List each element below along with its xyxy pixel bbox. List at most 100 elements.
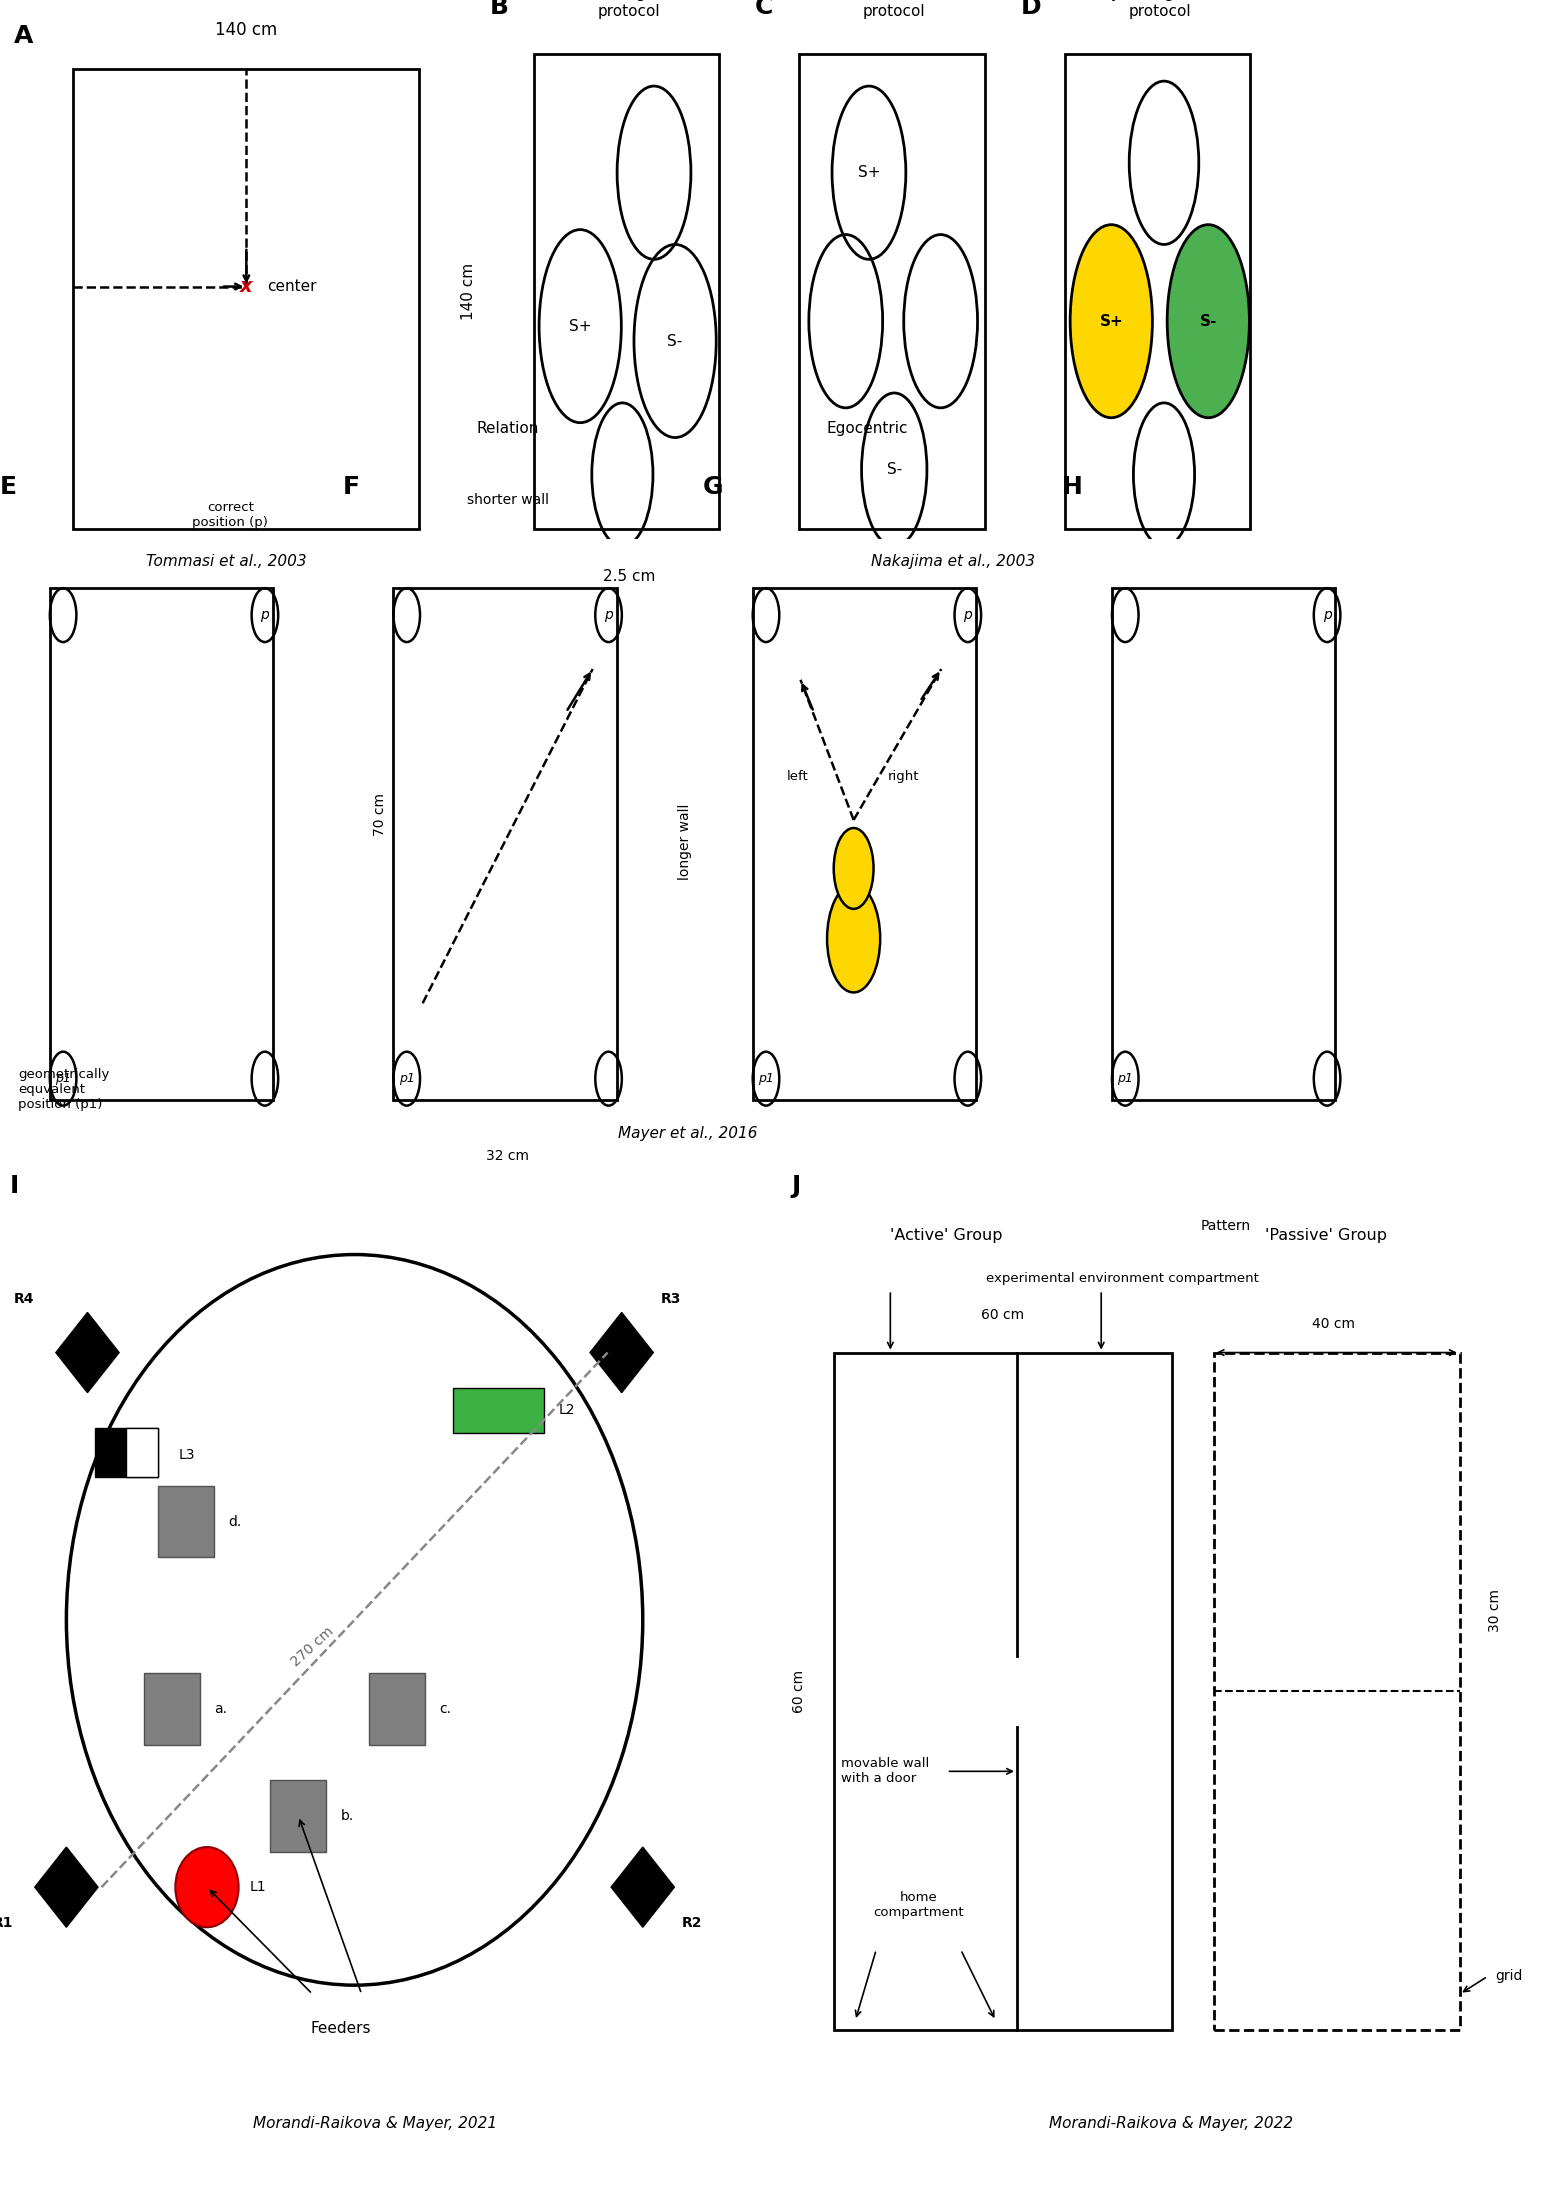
Text: S-: S- bbox=[1200, 315, 1217, 328]
Bar bbox=[534, 55, 720, 528]
Text: 140 cm: 140 cm bbox=[216, 22, 278, 40]
Bar bbox=[834, 1353, 1172, 2031]
Text: 70 cm: 70 cm bbox=[373, 792, 387, 836]
Text: geometrically
equvalent
position (p1): geometrically equvalent position (p1) bbox=[19, 1067, 109, 1111]
Text: 60 cm: 60 cm bbox=[981, 1309, 1025, 1322]
Text: p1: p1 bbox=[398, 1071, 414, 1085]
Bar bbox=[1203, 1126, 1240, 1166]
Text: Feeders: Feeders bbox=[311, 2022, 370, 2035]
Text: x: x bbox=[241, 277, 253, 297]
Polygon shape bbox=[56, 1313, 119, 1393]
Text: 60 cm: 60 cm bbox=[792, 1670, 806, 1714]
Bar bbox=[1164, 1126, 1203, 1166]
Text: I: I bbox=[9, 1175, 19, 1199]
Text: Pattern: Pattern bbox=[1201, 1219, 1251, 1232]
Bar bbox=[94, 1428, 158, 1478]
Circle shape bbox=[834, 827, 873, 909]
Text: Relation: Relation bbox=[476, 420, 539, 436]
Text: R1: R1 bbox=[0, 1916, 14, 1929]
Text: D: D bbox=[1020, 0, 1042, 18]
Text: Egocentric: Egocentric bbox=[826, 420, 908, 436]
Text: B: B bbox=[489, 0, 509, 18]
Text: p: p bbox=[964, 607, 972, 623]
Text: G: G bbox=[703, 475, 723, 499]
Bar bbox=[270, 1780, 326, 1852]
Text: b.: b. bbox=[341, 1808, 353, 1824]
Text: J: J bbox=[792, 1175, 801, 1199]
Text: 'Active' Group: 'Active' Group bbox=[890, 1228, 1003, 1243]
Bar bbox=[800, 55, 986, 528]
Text: 140 cm: 140 cm bbox=[461, 264, 476, 319]
Bar bbox=[73, 68, 419, 528]
Text: C: C bbox=[754, 0, 773, 18]
Text: L2: L2 bbox=[559, 1404, 575, 1417]
Text: home
compartment: home compartment bbox=[873, 1892, 964, 1918]
Text: Morandi-Raikova & Mayer, 2022: Morandi-Raikova & Mayer, 2022 bbox=[1050, 2116, 1293, 2132]
Text: p1: p1 bbox=[1117, 1071, 1132, 1085]
Text: p1: p1 bbox=[55, 1071, 70, 1085]
Circle shape bbox=[175, 1848, 239, 1927]
Text: p: p bbox=[1323, 607, 1331, 623]
Bar bbox=[394, 587, 617, 1100]
Bar bbox=[1214, 1353, 1459, 2031]
Text: left-right
protocol: left-right protocol bbox=[595, 0, 662, 20]
Text: R2: R2 bbox=[681, 1916, 703, 1929]
Text: p1: p1 bbox=[758, 1071, 773, 1085]
Text: p: p bbox=[261, 607, 269, 623]
Text: 32 cm: 32 cm bbox=[486, 1148, 530, 1164]
Text: L1: L1 bbox=[250, 1881, 266, 1894]
Text: R3: R3 bbox=[661, 1291, 681, 1307]
Text: S+: S+ bbox=[858, 165, 881, 180]
Bar bbox=[144, 1674, 200, 1745]
Polygon shape bbox=[34, 1848, 98, 1927]
Text: c.: c. bbox=[439, 1703, 451, 1716]
Text: Nakajima et al., 2003: Nakajima et al., 2003 bbox=[870, 554, 1036, 570]
Text: grid: grid bbox=[1495, 1969, 1523, 1982]
Text: A: A bbox=[14, 24, 34, 48]
Bar bbox=[1279, 1126, 1318, 1166]
Circle shape bbox=[1070, 224, 1153, 418]
Text: 2.5 cm: 2.5 cm bbox=[603, 570, 654, 583]
Bar bbox=[1112, 587, 1336, 1100]
Bar bbox=[369, 1674, 425, 1745]
Text: 40 cm: 40 cm bbox=[1312, 1318, 1354, 1331]
Text: d.: d. bbox=[228, 1516, 241, 1529]
Text: S-: S- bbox=[887, 462, 901, 477]
Bar bbox=[1240, 1126, 1279, 1166]
Text: shorter wall: shorter wall bbox=[467, 493, 548, 508]
Bar bbox=[453, 1388, 545, 1432]
Polygon shape bbox=[611, 1848, 675, 1927]
Text: yellow-green
protocol: yellow-green protocol bbox=[1111, 0, 1209, 20]
Text: p: p bbox=[604, 607, 612, 623]
Circle shape bbox=[1167, 224, 1250, 418]
Bar bbox=[50, 587, 273, 1100]
Text: Morandi-Raikova & Mayer, 2021: Morandi-Raikova & Mayer, 2021 bbox=[253, 2116, 497, 2132]
Text: experimental environment compartment: experimental environment compartment bbox=[986, 1272, 1259, 1285]
Text: F: F bbox=[344, 475, 359, 499]
Text: movable wall
with a door: movable wall with a door bbox=[840, 1758, 929, 1786]
Polygon shape bbox=[590, 1313, 653, 1393]
Circle shape bbox=[828, 884, 881, 992]
Text: above-below
protocol: above-below protocol bbox=[845, 0, 943, 20]
Text: H: H bbox=[1062, 475, 1082, 499]
Text: longer wall: longer wall bbox=[678, 803, 692, 880]
Text: Mayer et al., 2016: Mayer et al., 2016 bbox=[617, 1126, 758, 1142]
Text: right: right bbox=[889, 770, 920, 783]
Text: 'Passive' Group: 'Passive' Group bbox=[1265, 1228, 1387, 1243]
Text: Tommasi et al., 2003: Tommasi et al., 2003 bbox=[147, 554, 306, 570]
Text: E: E bbox=[0, 475, 16, 499]
Text: a.: a. bbox=[214, 1703, 226, 1716]
Text: 270 cm: 270 cm bbox=[289, 1624, 336, 1670]
Bar bbox=[1125, 1126, 1164, 1166]
Text: S-: S- bbox=[667, 334, 683, 348]
Bar bbox=[158, 1487, 214, 1558]
Text: R4: R4 bbox=[14, 1291, 34, 1307]
Text: center: center bbox=[267, 279, 317, 295]
Bar bbox=[753, 587, 976, 1100]
Text: L3: L3 bbox=[178, 1448, 195, 1463]
Text: left: left bbox=[787, 770, 809, 783]
Text: S+: S+ bbox=[569, 319, 592, 334]
Text: 30 cm: 30 cm bbox=[1487, 1588, 1501, 1632]
Bar bbox=[127, 1428, 158, 1478]
Bar bbox=[1065, 55, 1251, 528]
